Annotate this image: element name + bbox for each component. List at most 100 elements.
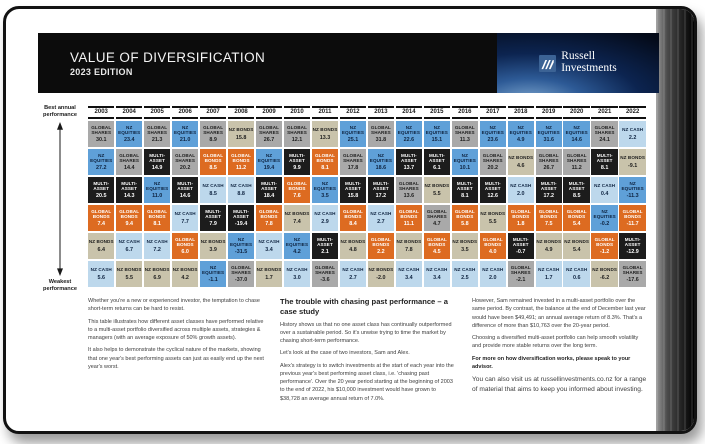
website-link-text[interactable]: You can also visit us at russellinvestme… (472, 376, 647, 393)
year-column: 2020 NZ EQUITIES 14.6 GLOBAL SHARES 11.2 MULT… (563, 106, 590, 287)
asset-class-label: NZ CASH (622, 127, 644, 133)
asset-class-label: NZ CASH (314, 211, 336, 217)
asset-class-label: MULTI-ASSET (512, 236, 529, 247)
return-value: 8.9 (209, 137, 217, 144)
asset-class-label: GLOBAL BONDS (259, 208, 280, 219)
year-header: 2007 (199, 106, 227, 119)
asset-class-label: NZ CASH (566, 267, 588, 273)
return-cell-nz-equities: NZ EQUITIES 23.6 (479, 121, 507, 147)
return-cell-multi-asset: MULTI-ASSET -19.4 (227, 205, 255, 231)
return-value: 18.6 (375, 165, 387, 172)
return-cell-nz-cash: NZ CASH 2.5 (451, 261, 479, 287)
asset-class-label: NZ BONDS (452, 239, 478, 245)
asset-class-label: NZ BONDS (536, 239, 562, 245)
asset-class-label: NZ BONDS (396, 239, 422, 245)
return-value: 11.0 (152, 193, 163, 200)
return-cell-nz-equities: NZ EQUITIES 11.0 (143, 177, 171, 203)
return-value: 5.5 (125, 274, 133, 281)
asset-class-label: GLOBAL BONDS (314, 152, 335, 163)
article-right: However, Sam remained invested in a mult… (472, 297, 648, 407)
return-value: 20.2 (179, 165, 191, 172)
return-value: -2.1 (516, 277, 526, 284)
asset-class-label: GLOBAL BONDS (147, 208, 168, 219)
return-value: 4.7 (433, 221, 441, 228)
return-cell-multi-asset: MULTI-ASSET 8.1 (451, 177, 479, 203)
return-value: 8.5 (209, 165, 217, 172)
asset-class-label: NZ EQUITIES (621, 180, 644, 191)
return-value: 2.7 (349, 274, 357, 281)
return-cell-multi-asset: MULTI-ASSET 14.3 (115, 177, 143, 203)
asset-class-label: NZ CASH (90, 267, 112, 273)
return-value: 15.1 (431, 137, 443, 144)
return-cell-nz-equities: NZ EQUITIES 22.6 (395, 121, 423, 147)
return-cell-global-bonds: GLOBAL BONDS 7.8 (255, 205, 283, 231)
asset-class-label: MULTI-ASSET (177, 180, 194, 191)
asset-class-label: NZ EQUITIES (341, 124, 365, 135)
return-cell-nz-cash: NZ CASH 2.7 (367, 205, 395, 231)
article-middle: The trouble with chasing past performanc… (280, 297, 456, 407)
return-cell-nz-bonds: NZ BONDS 15.8 (227, 121, 255, 147)
return-cell-nz-cash: NZ CASH 3.4 (395, 261, 423, 287)
return-cell-nz-equities: NZ EQUITIES 15.1 (423, 121, 451, 147)
asset-class-label: GLOBAL BONDS (538, 208, 559, 219)
asset-class-label: GLOBAL BONDS (119, 208, 140, 219)
header-text: VALUE OF DIVERSIFICATION 2023 EDITION (38, 50, 497, 77)
return-cell-nz-equities: NZ EQUITIES -11.3 (619, 177, 646, 203)
return-cell-nz-bonds: NZ BONDS 4.6 (507, 149, 534, 175)
return-value: 6.1 (433, 165, 441, 172)
asset-class-label: GLOBAL BONDS (175, 236, 196, 247)
year-column: 2016 GLOBAL SHARES 11.3 NZ EQUITIES 10.1 MULT… (451, 106, 479, 287)
year-column: 2013 GLOBAL SHARES 31.8 NZ EQUITIES 18.6 MULT… (367, 106, 395, 287)
asset-class-label: GLOBAL SHARES (426, 208, 447, 219)
return-cell-multi-asset: MULTI-ASSET 2.1 (311, 233, 339, 259)
asset-class-label: GLOBAL BONDS (91, 208, 112, 219)
return-value: 5.4 (572, 246, 581, 253)
return-value: 30.1 (95, 137, 107, 144)
return-cell-nz-bonds: NZ BONDS 7.4 (283, 205, 311, 231)
return-cell-nz-bonds: NZ BONDS 7.8 (395, 233, 423, 259)
return-value: 4.2 (293, 249, 301, 256)
asset-class-label: NZ EQUITIES (369, 152, 393, 163)
asset-class-label: NZ BONDS (508, 155, 534, 161)
return-value: 4.9 (544, 246, 553, 253)
year-column: 2005 GLOBAL SHARES 21.3 MULTI-ASSET 14.9 NZ E… (143, 106, 171, 287)
return-cell-nz-cash: NZ CASH 2.7 (339, 261, 367, 287)
year-header: 2015 (423, 106, 451, 119)
return-value: -3.6 (320, 277, 330, 284)
asset-class-label: NZ EQUITIES (425, 124, 448, 135)
axis-arrow-icon (57, 121, 63, 277)
axis-top-label: Best annual performance (43, 105, 77, 118)
asset-class-label: GLOBAL SHARES (370, 124, 391, 135)
russell-investments-logo-icon (539, 54, 557, 72)
year-column: 2015 NZ EQUITIES 15.1 MULTI-ASSET 6.1 NZ BOND… (423, 106, 451, 287)
asset-class-label: NZ BONDS (340, 239, 366, 245)
return-value: 24.1 (599, 137, 610, 144)
return-cell-multi-asset: MULTI-ASSET -0.7 (507, 233, 534, 259)
return-cell-global-bonds: GLOBAL BONDS 6.0 (171, 233, 199, 259)
asset-class-label: MULTI-ASSET (373, 180, 389, 191)
asset-class-label: MULTI-ASSET (484, 180, 501, 191)
asset-class-label: NZ EQUITIES (509, 124, 532, 135)
return-cell-nz-equities: NZ EQUITIES 3.5 (311, 177, 339, 203)
asset-class-label: GLOBAL SHARES (538, 152, 559, 163)
return-value: 8.1 (153, 221, 161, 228)
return-value: 19.4 (263, 165, 275, 172)
return-value: 4.2 (181, 274, 189, 281)
axis-bottom-label: Weakest performance (43, 279, 77, 293)
asset-class-label: NZ BONDS (480, 211, 506, 217)
return-cell-global-shares: GLOBAL SHARES 21.3 (143, 121, 171, 147)
return-cell-nz-cash: NZ CASH 2.0 (479, 261, 507, 287)
return-cell-nz-cash: NZ CASH 0.4 (591, 177, 618, 203)
flyer-page: VALUE OF DIVERSIFICATION 2023 EDITION Ru… (3, 6, 697, 434)
year-header: 2011 (311, 106, 339, 119)
return-value: 12.6 (487, 193, 499, 200)
return-cell-nz-bonds: NZ BONDS -9.1 (619, 149, 646, 175)
return-value: 7.4 (97, 221, 105, 228)
asset-class-label: NZ BONDS (256, 267, 282, 273)
paragraph: Whether you're a new or experienced inve… (88, 298, 260, 313)
asset-class-label: NZ BONDS (88, 239, 114, 245)
return-value: 8.1 (600, 165, 609, 172)
year-header: 2019 (535, 106, 562, 119)
year-header: 2014 (395, 106, 423, 119)
asset-class-label: NZ CASH (174, 211, 196, 217)
